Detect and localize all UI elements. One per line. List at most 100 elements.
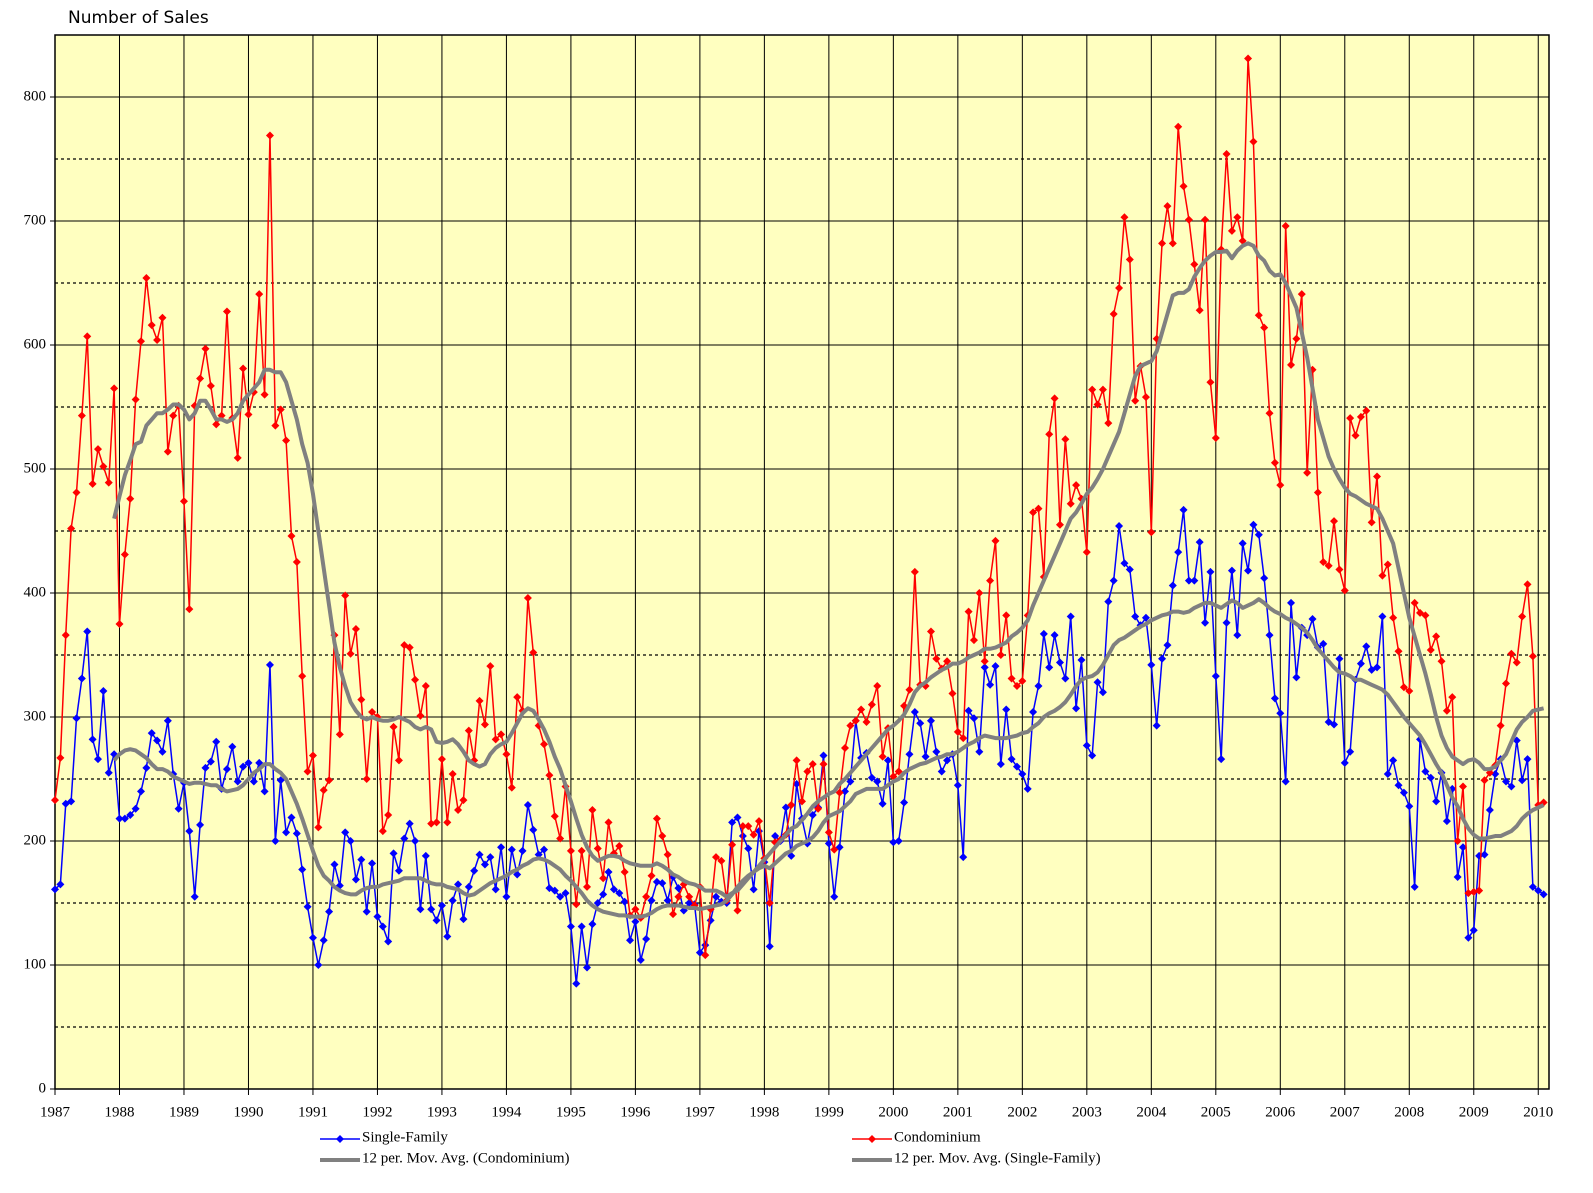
- data-point: [1055, 520, 1064, 529]
- data-point: [593, 844, 602, 853]
- data-point: [1330, 517, 1339, 526]
- data-point: [443, 818, 452, 827]
- data-point: [282, 828, 291, 837]
- data-point: [712, 853, 721, 862]
- data-point: [626, 936, 635, 945]
- data-point: [609, 885, 618, 894]
- data-point: [986, 576, 995, 585]
- data-point: [115, 620, 124, 628]
- data-point: [1534, 886, 1543, 895]
- data-point: [572, 900, 581, 909]
- data-point: [830, 892, 839, 901]
- data-point: [126, 810, 135, 819]
- x-tick-label: 1994: [491, 1104, 522, 1120]
- data-point: [840, 787, 849, 796]
- data-point: [480, 720, 489, 729]
- legend-item: 12 per. Mov. Avg. (Condominium): [320, 1150, 570, 1166]
- data-point: [523, 801, 532, 810]
- data-point: [1475, 886, 1484, 895]
- data-point: [1211, 672, 1220, 681]
- data-point: [239, 364, 248, 373]
- data-point: [1319, 558, 1328, 566]
- data-point: [212, 420, 221, 429]
- x-tick-label: 1997: [685, 1104, 716, 1120]
- data-point: [1007, 674, 1016, 683]
- data-point: [244, 758, 253, 767]
- data-point: [1201, 215, 1210, 224]
- data-point: [67, 524, 76, 533]
- data-point: [56, 753, 65, 762]
- data-point: [1029, 708, 1038, 717]
- data-point: [1270, 458, 1279, 467]
- data-point: [255, 290, 264, 299]
- data-point: [163, 447, 172, 456]
- data-point: [846, 777, 855, 786]
- data-point: [1023, 784, 1032, 793]
- data-point: [448, 770, 457, 779]
- series: [51, 505, 1548, 988]
- data-point: [658, 832, 667, 841]
- data-point: [717, 856, 726, 865]
- data-point: [233, 453, 242, 462]
- data-point: [738, 822, 747, 831]
- plot-area: [55, 35, 1549, 1089]
- data-point: [1147, 528, 1156, 537]
- data-point: [975, 747, 984, 756]
- data-point: [507, 845, 516, 854]
- data-point: [744, 844, 753, 853]
- data-point: [282, 436, 291, 445]
- data-point: [1244, 566, 1253, 575]
- data-point: [566, 922, 575, 931]
- data-point: [765, 899, 774, 907]
- data-point: [201, 763, 210, 772]
- data-point: [1206, 378, 1215, 387]
- data-point: [169, 411, 178, 420]
- data-point: [1184, 215, 1193, 224]
- data-point: [93, 755, 102, 764]
- data-point: [986, 680, 995, 689]
- data-point: [792, 756, 801, 765]
- x-tick-label: 2007: [1330, 1104, 1361, 1120]
- x-tick-label: 1993: [427, 1104, 457, 1120]
- data-point: [1222, 150, 1231, 159]
- data-point: [647, 896, 656, 905]
- data-point: [104, 478, 113, 487]
- data-point: [518, 846, 527, 855]
- data-point: [1394, 647, 1403, 656]
- data-point: [712, 892, 721, 901]
- data-point: [921, 752, 930, 761]
- data-point: [147, 321, 156, 330]
- data-point: [561, 889, 570, 898]
- data-point: [916, 719, 925, 728]
- data-point: [867, 773, 876, 782]
- data-point: [120, 550, 129, 559]
- data-point: [1190, 260, 1199, 269]
- data-point: [1082, 741, 1091, 750]
- data-point: [835, 788, 844, 797]
- data-point: [437, 755, 446, 764]
- data-point: [1313, 488, 1322, 497]
- data-point: [631, 917, 640, 926]
- x-tick-label: 2005: [1201, 1104, 1231, 1120]
- data-point: [61, 631, 70, 640]
- data-point: [1254, 311, 1263, 320]
- data-point: [1491, 770, 1500, 779]
- data-point: [1518, 612, 1527, 621]
- data-point: [1405, 686, 1414, 695]
- data-point: [1426, 773, 1435, 782]
- data-point: [669, 910, 678, 919]
- data-point: [1362, 642, 1371, 651]
- data-point: [1410, 598, 1419, 607]
- data-point: [1389, 756, 1398, 765]
- data-point: [239, 762, 248, 771]
- data-point: [416, 905, 425, 914]
- data-point: [1039, 629, 1048, 638]
- data-point: [937, 767, 946, 776]
- data-point: [905, 750, 914, 759]
- data-point: [153, 336, 162, 345]
- data-point: [1002, 611, 1011, 620]
- data-point: [1066, 612, 1075, 621]
- x-tick-label: 1996: [620, 1104, 651, 1120]
- data-point: [351, 624, 360, 633]
